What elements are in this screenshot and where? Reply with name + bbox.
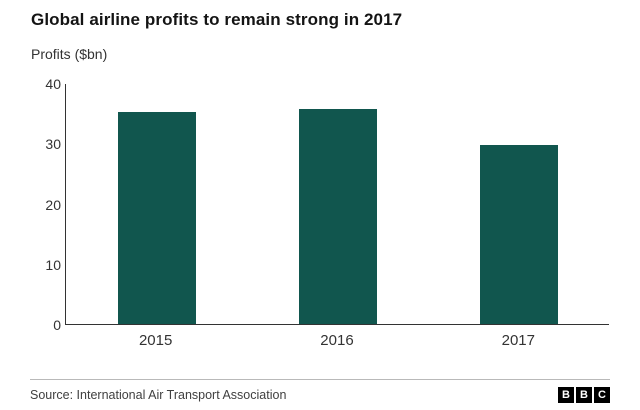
source-attribution: Source: International Air Transport Asso… [30, 388, 287, 402]
x-tick-label-2015: 2015 [138, 332, 173, 349]
plot-area [65, 84, 609, 325]
y-tick-label: 30 [45, 136, 61, 153]
x-axis: 2015 2016 2017 [65, 332, 609, 349]
bar-2016 [298, 109, 377, 324]
chart-title: Global airline profits to remain strong … [31, 10, 403, 29]
y-axis-unit-label: Profits ($bn) [31, 46, 108, 62]
y-tick-label: 20 [45, 196, 61, 213]
bar-2017 [479, 144, 558, 324]
x-tick-label-2017: 2017 [501, 332, 535, 349]
bbc-logo-block: B [558, 387, 574, 403]
bbc-logo-block: B [576, 387, 592, 403]
bbc-logo-block: C [594, 387, 610, 403]
y-tick-label: 40 [45, 76, 61, 92]
chart-area: 0 10 20 30 40 [31, 76, 609, 333]
y-tick-label: 10 [45, 256, 61, 273]
bar-2015 [117, 111, 196, 324]
x-tick-label-2016: 2016 [320, 332, 354, 349]
footer: Source: International Air Transport Asso… [30, 379, 610, 403]
y-tick-label: 0 [53, 317, 61, 333]
